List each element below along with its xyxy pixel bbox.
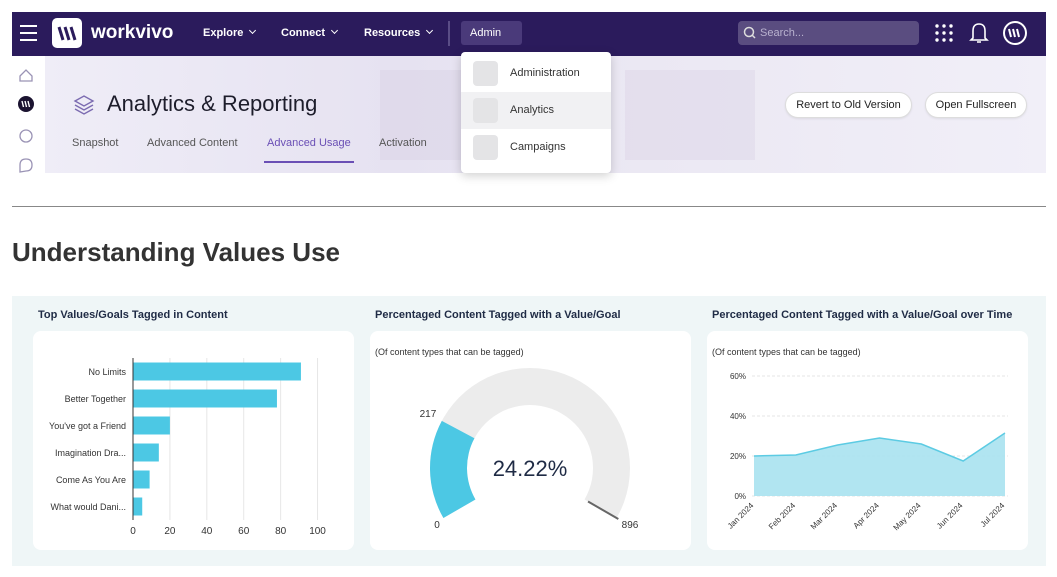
apps-dot	[935, 24, 939, 28]
bell-icon[interactable]	[969, 23, 989, 43]
nav-item[interactable]: Connect	[281, 26, 339, 39]
admin-dropdown: Administration Analytics Campaigns	[461, 52, 611, 173]
fullscreen-button[interactable]: Open Fullscreen	[925, 92, 1027, 118]
chart-card	[370, 331, 691, 550]
apps-dot	[942, 31, 946, 35]
home-icon[interactable]	[19, 69, 33, 82]
apps-dot	[949, 31, 953, 35]
admin-label[interactable]: Admin	[470, 27, 502, 39]
x-tick-label: 20	[164, 526, 176, 537]
dropdown-item[interactable]: Campaigns	[461, 129, 611, 166]
revert-button[interactable]: Revert to Old Version	[785, 92, 912, 118]
area-line	[753, 432, 1006, 462]
nav-item-label: Explore	[203, 27, 244, 39]
x-tick-label: 0	[130, 526, 136, 537]
tab[interactable]: Advanced Usage	[264, 137, 354, 163]
x-tick-label: 60	[238, 526, 250, 537]
chart-title: Top Values/Goals Tagged in Content	[38, 309, 228, 321]
menu-icon[interactable]	[20, 25, 37, 41]
apps-dot	[949, 24, 953, 28]
y-tick-label: 40%	[730, 412, 746, 421]
bar	[133, 362, 301, 381]
gauge-center-label: 24.22%	[493, 456, 568, 481]
dropdown-icon	[473, 135, 498, 160]
workvivo-mark	[21, 100, 31, 108]
header-image	[625, 70, 755, 160]
nav-item-label: Resources	[364, 27, 421, 39]
layers-icon	[73, 95, 95, 115]
sidebar	[12, 56, 45, 173]
bar	[133, 389, 277, 408]
gauge-track	[430, 367, 631, 518]
bar	[133, 470, 150, 489]
y-tick-label: Come As You Are	[56, 475, 126, 485]
chart-card	[33, 331, 354, 550]
divider	[12, 206, 1046, 207]
dropdown-item[interactable]: Analytics	[461, 92, 611, 129]
explore-icon[interactable]	[19, 129, 33, 143]
apps-dot	[935, 31, 939, 35]
brand-logo-mark	[57, 26, 77, 41]
apps-dot	[942, 24, 946, 28]
sidebar-icons	[18, 69, 34, 173]
y-tick-label: No Limits	[88, 367, 126, 377]
gauge-max-label: 896	[622, 520, 639, 531]
x-tick-label: 100	[309, 526, 326, 537]
x-tick-label: 40	[201, 526, 213, 537]
header-title: Analytics & Reporting	[107, 91, 318, 116]
avatar-mark	[1008, 28, 1020, 38]
gauge-max-marker	[587, 500, 619, 520]
chart-title: Percentaged Content Tagged with a Value/…	[375, 309, 621, 321]
admin-button-bg[interactable]	[461, 21, 522, 45]
nav-icons	[20, 18, 1027, 48]
chat-icon[interactable]	[19, 158, 33, 173]
y-tick-label: You've got a Friend	[49, 421, 126, 431]
chart-title: Percentaged Content Tagged with a Value/…	[712, 309, 1012, 321]
apps-dot	[942, 38, 946, 42]
search-icon	[743, 26, 755, 38]
apps-dot	[949, 38, 953, 42]
y-tick-label: What would Dani...	[50, 502, 126, 512]
bar	[133, 497, 143, 516]
gauge-value-label: 217	[420, 409, 437, 420]
bar	[133, 443, 159, 462]
tab[interactable]: Advanced Content	[147, 137, 238, 149]
y-tick-label: Better Together	[65, 394, 126, 404]
nav-item[interactable]: Explore	[203, 26, 257, 39]
search-placeholder: Search...	[760, 27, 805, 39]
x-tick-label: 80	[275, 526, 287, 537]
dropdown-label: Analytics	[510, 104, 555, 116]
nav-item[interactable]: Resources	[364, 26, 434, 39]
apps-dot	[935, 38, 939, 42]
bar	[133, 416, 170, 435]
dropdown-label: Campaigns	[510, 141, 566, 153]
dropdown-icon	[473, 98, 498, 123]
nav-item-label: Connect	[281, 27, 325, 39]
y-tick-label: Imagination Dra...	[55, 448, 126, 458]
search-box[interactable]	[738, 21, 919, 45]
dropdown-icon	[473, 61, 498, 86]
search-icon	[751, 34, 756, 39]
dropdown-item[interactable]: Administration	[461, 55, 611, 92]
tab[interactable]: Snapshot	[72, 137, 119, 149]
area	[754, 433, 1005, 496]
gauge-value	[429, 420, 476, 518]
y-tick-label: 0%	[734, 492, 746, 501]
section-title: Understanding Values Use	[12, 237, 340, 267]
chart-subtitle: (Of content types that can be tagged)	[375, 347, 524, 357]
y-tick-label: 20%	[730, 452, 746, 461]
dropdown-label: Administration	[510, 67, 580, 79]
tab[interactable]: Activation	[379, 137, 427, 149]
brand-name: workvivo	[91, 22, 174, 43]
apps-icon[interactable]	[935, 24, 953, 42]
chart-subtitle: (Of content types that can be tagged)	[712, 347, 861, 357]
gauge-min-label: 0	[434, 520, 440, 531]
layers-shape	[73, 95, 95, 115]
y-tick-label: 60%	[730, 372, 746, 381]
